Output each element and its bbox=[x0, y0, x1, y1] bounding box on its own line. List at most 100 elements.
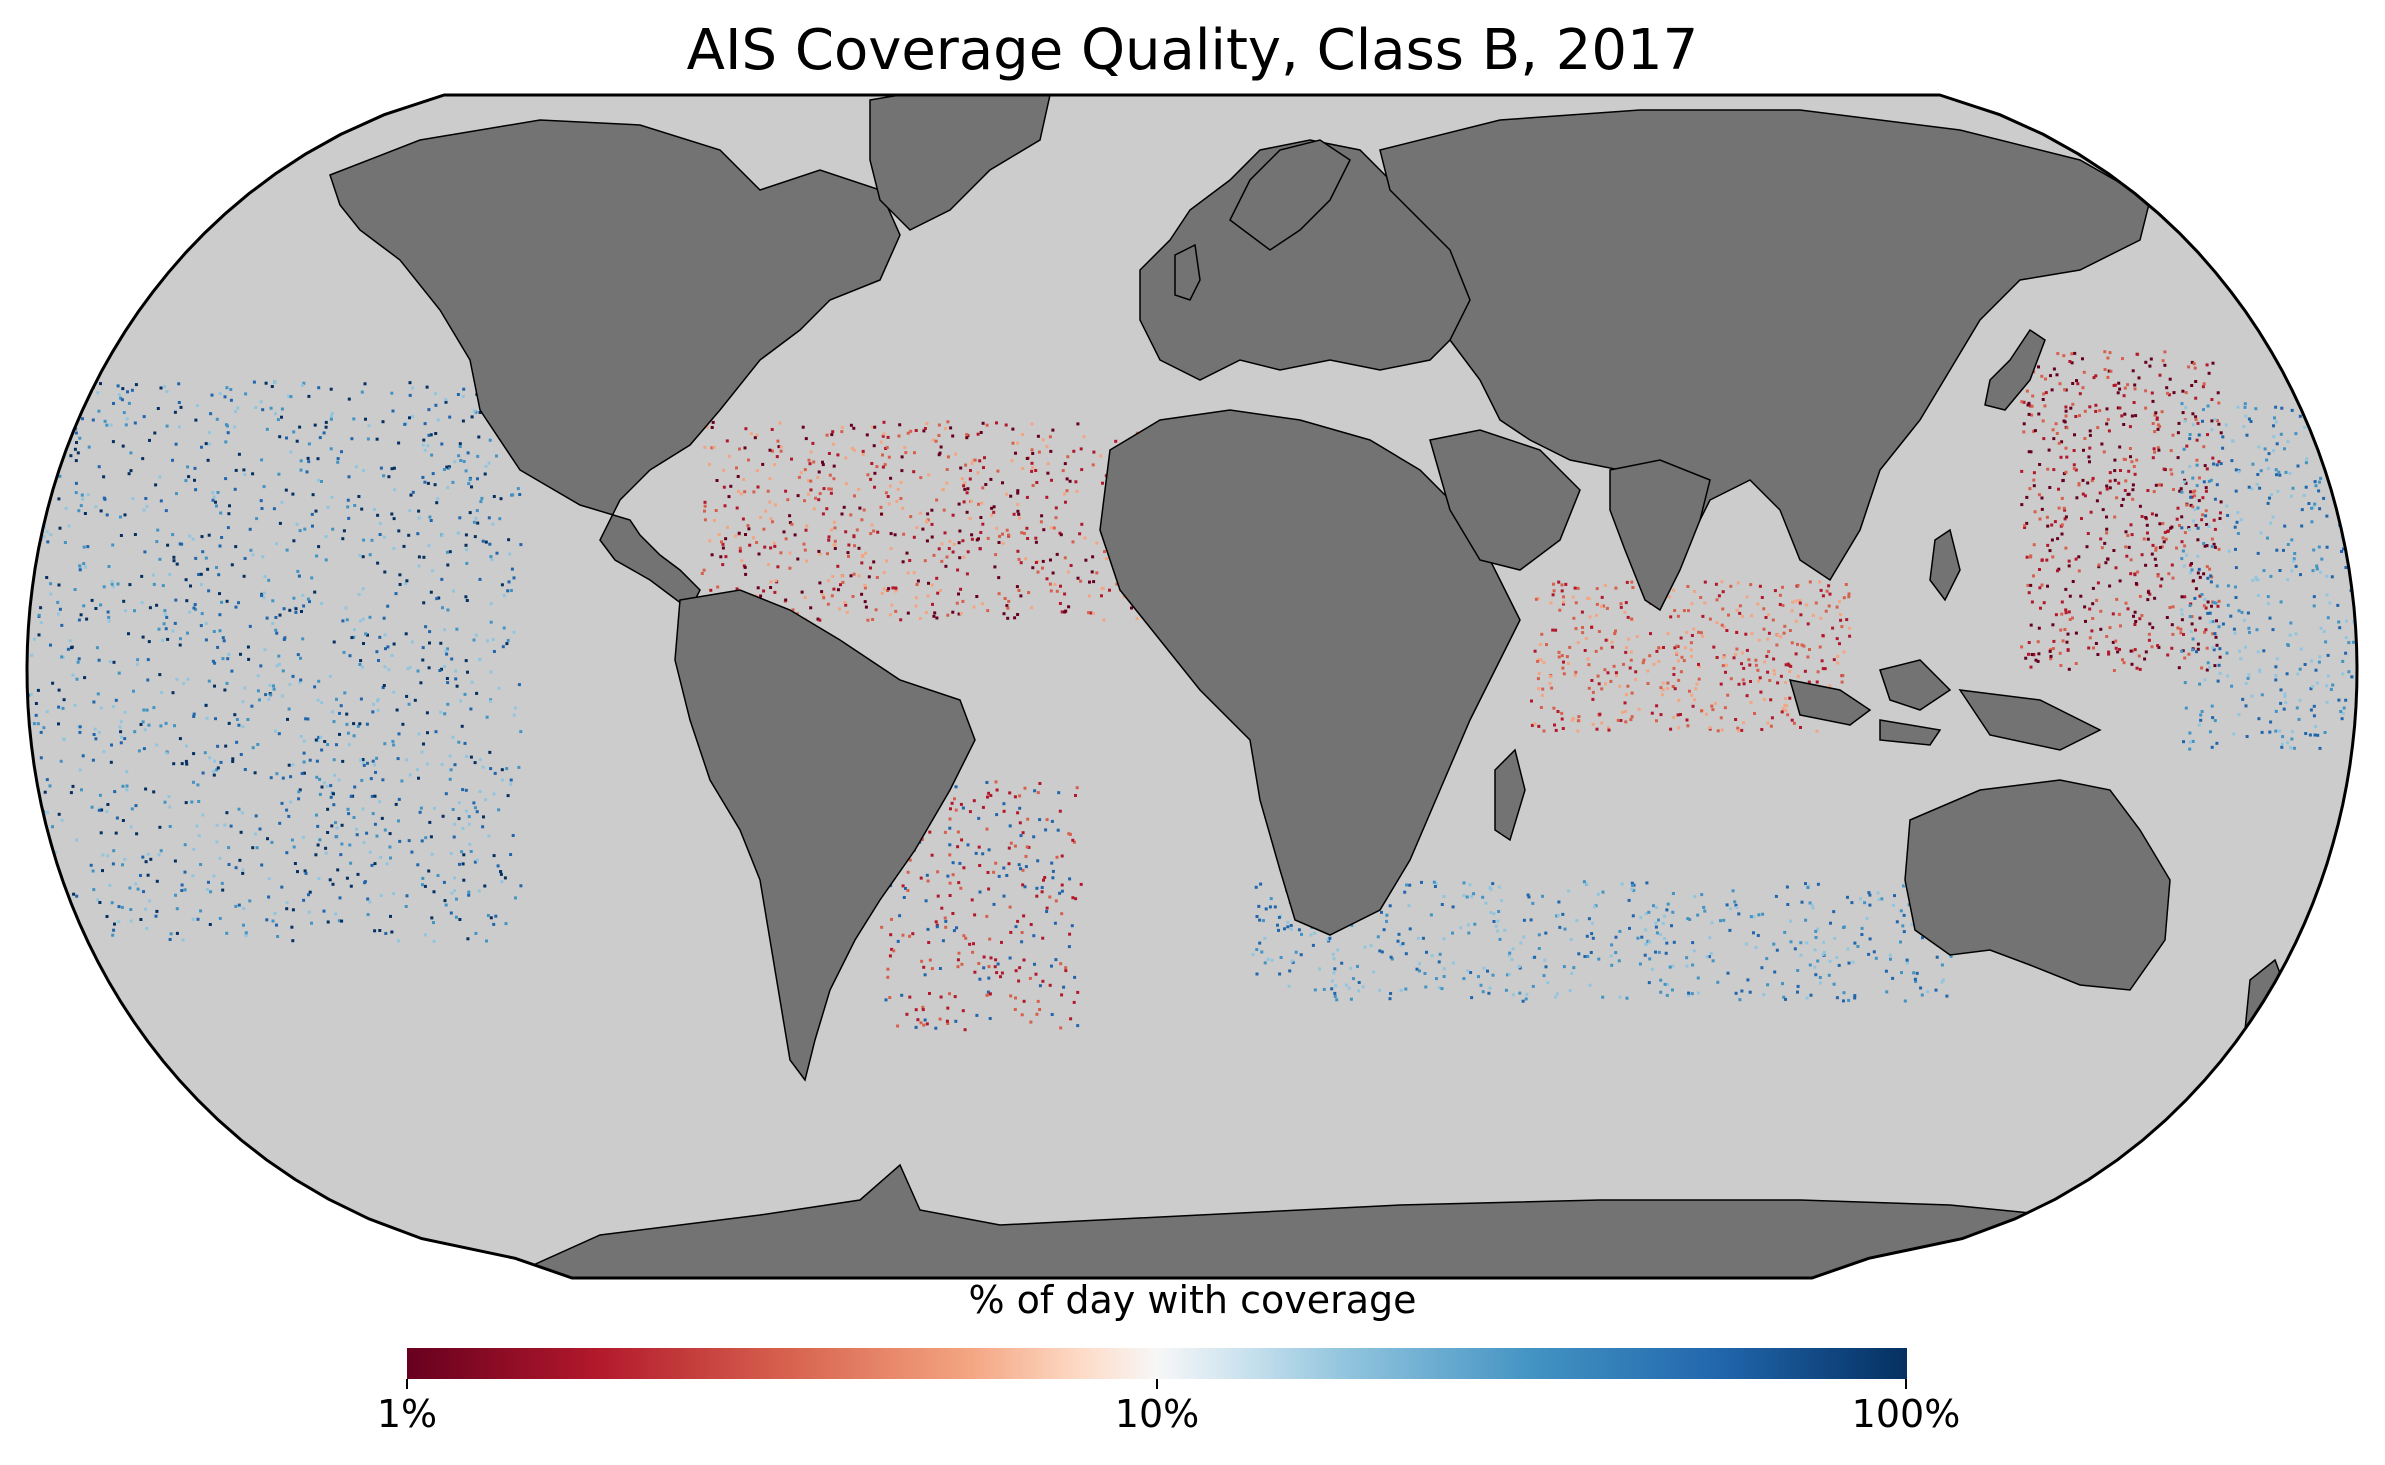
coverage-cell bbox=[1740, 662, 1743, 666]
coverage-cell bbox=[1697, 662, 1700, 666]
coverage-cell bbox=[930, 853, 934, 857]
coverage-cell bbox=[73, 939, 77, 943]
coverage-cell bbox=[2283, 524, 2287, 528]
coverage-cell bbox=[2307, 502, 2311, 505]
coverage-cell bbox=[24, 905, 27, 908]
coverage-cell bbox=[207, 589, 211, 593]
coverage-cell bbox=[1722, 918, 1726, 922]
coverage-cell bbox=[2158, 425, 2162, 428]
coverage-cell bbox=[78, 436, 82, 440]
coverage-cell bbox=[53, 394, 57, 397]
coverage-cell bbox=[2040, 583, 2044, 587]
coverage-cell bbox=[376, 561, 380, 565]
coverage-cell bbox=[2318, 746, 2322, 750]
coverage-cell bbox=[207, 880, 210, 884]
coverage-cell bbox=[317, 735, 321, 739]
coverage-cell bbox=[259, 664, 263, 668]
coverage-cell bbox=[36, 722, 40, 726]
coverage-cell bbox=[2097, 565, 2101, 569]
coverage-cell bbox=[352, 816, 356, 819]
coverage-cell bbox=[924, 899, 928, 903]
coverage-cell bbox=[2339, 404, 2343, 408]
coverage-cell bbox=[27, 402, 31, 406]
coverage-cell bbox=[2204, 486, 2208, 490]
coverage-cell bbox=[876, 530, 880, 534]
coverage-cell bbox=[2246, 611, 2250, 615]
coverage-cell bbox=[1404, 987, 1408, 991]
coverage-cell bbox=[135, 662, 139, 666]
coverage-cell bbox=[2218, 655, 2222, 659]
coverage-cell bbox=[472, 801, 476, 805]
coverage-cell bbox=[313, 685, 317, 689]
coverage-cell bbox=[1059, 584, 1062, 588]
coverage-cell bbox=[448, 777, 452, 781]
coverage-cell bbox=[1688, 918, 1692, 921]
coverage-cell bbox=[237, 723, 241, 727]
coverage-cell bbox=[2181, 389, 2185, 393]
coverage-cell bbox=[2304, 461, 2308, 465]
coverage-cell bbox=[2269, 574, 2273, 578]
coverage-cell bbox=[1089, 611, 1093, 615]
coverage-cell bbox=[2029, 450, 2033, 454]
coverage-cell bbox=[1614, 935, 1618, 939]
coverage-cell bbox=[218, 613, 222, 617]
coverage-cell bbox=[710, 553, 714, 557]
coverage-cell bbox=[1832, 658, 1836, 662]
coverage-cell bbox=[200, 445, 203, 449]
coverage-cell bbox=[465, 754, 468, 758]
coverage-cell bbox=[1404, 952, 1408, 956]
coverage-cell bbox=[948, 881, 952, 885]
coverage-cell bbox=[221, 657, 225, 661]
coverage-cell bbox=[1045, 818, 1049, 822]
coverage-cell bbox=[396, 757, 400, 761]
coverage-cell bbox=[1796, 984, 1800, 988]
coverage-cell bbox=[112, 402, 115, 405]
coverage-cell bbox=[416, 768, 419, 772]
coverage-cell bbox=[2234, 468, 2238, 472]
coverage-cell bbox=[359, 758, 363, 762]
coverage-cell bbox=[1259, 882, 1263, 886]
coverage-cell bbox=[1638, 962, 1642, 966]
coverage-cell bbox=[2184, 391, 2188, 395]
coverage-cell bbox=[968, 942, 972, 946]
coverage-cell bbox=[2131, 497, 2135, 501]
coverage-cell bbox=[96, 692, 100, 696]
coverage-cell bbox=[382, 684, 386, 687]
coverage-cell bbox=[738, 546, 742, 550]
coverage-cell bbox=[2219, 462, 2223, 466]
coverage-cell bbox=[2340, 717, 2344, 721]
coverage-cell bbox=[851, 446, 854, 450]
coverage-cell bbox=[2118, 445, 2122, 449]
coverage-cell bbox=[206, 567, 210, 571]
coverage-cell bbox=[280, 694, 284, 698]
coverage-cell bbox=[2106, 557, 2110, 561]
coverage-cell bbox=[941, 939, 945, 943]
coverage-cell bbox=[889, 933, 893, 937]
coverage-cell bbox=[1028, 976, 1032, 980]
coverage-cell bbox=[2217, 663, 2221, 667]
coverage-cell bbox=[494, 914, 498, 918]
coverage-cell bbox=[392, 466, 396, 470]
coverage-cell bbox=[448, 415, 452, 419]
coverage-cell bbox=[2160, 410, 2164, 414]
coverage-cell bbox=[2210, 745, 2214, 749]
coverage-cell bbox=[923, 427, 927, 430]
coverage-cell bbox=[906, 611, 910, 615]
coverage-cell bbox=[22, 536, 25, 539]
coverage-cell bbox=[2044, 391, 2048, 395]
coverage-cell bbox=[957, 951, 961, 955]
coverage-cell bbox=[1600, 605, 1603, 609]
coverage-cell bbox=[173, 859, 177, 863]
coverage-cell bbox=[1725, 903, 1729, 907]
coverage-cell bbox=[215, 566, 218, 569]
coverage-cell bbox=[426, 731, 429, 735]
coverage-cell bbox=[306, 717, 310, 721]
coverage-cell bbox=[76, 451, 80, 455]
coverage-cell bbox=[1531, 984, 1535, 988]
coverage-cell bbox=[997, 576, 1001, 580]
coverage-cell bbox=[1685, 718, 1689, 722]
coverage-cell bbox=[330, 495, 334, 499]
coverage-cell bbox=[2064, 414, 2068, 418]
coverage-cell bbox=[1389, 955, 1393, 959]
